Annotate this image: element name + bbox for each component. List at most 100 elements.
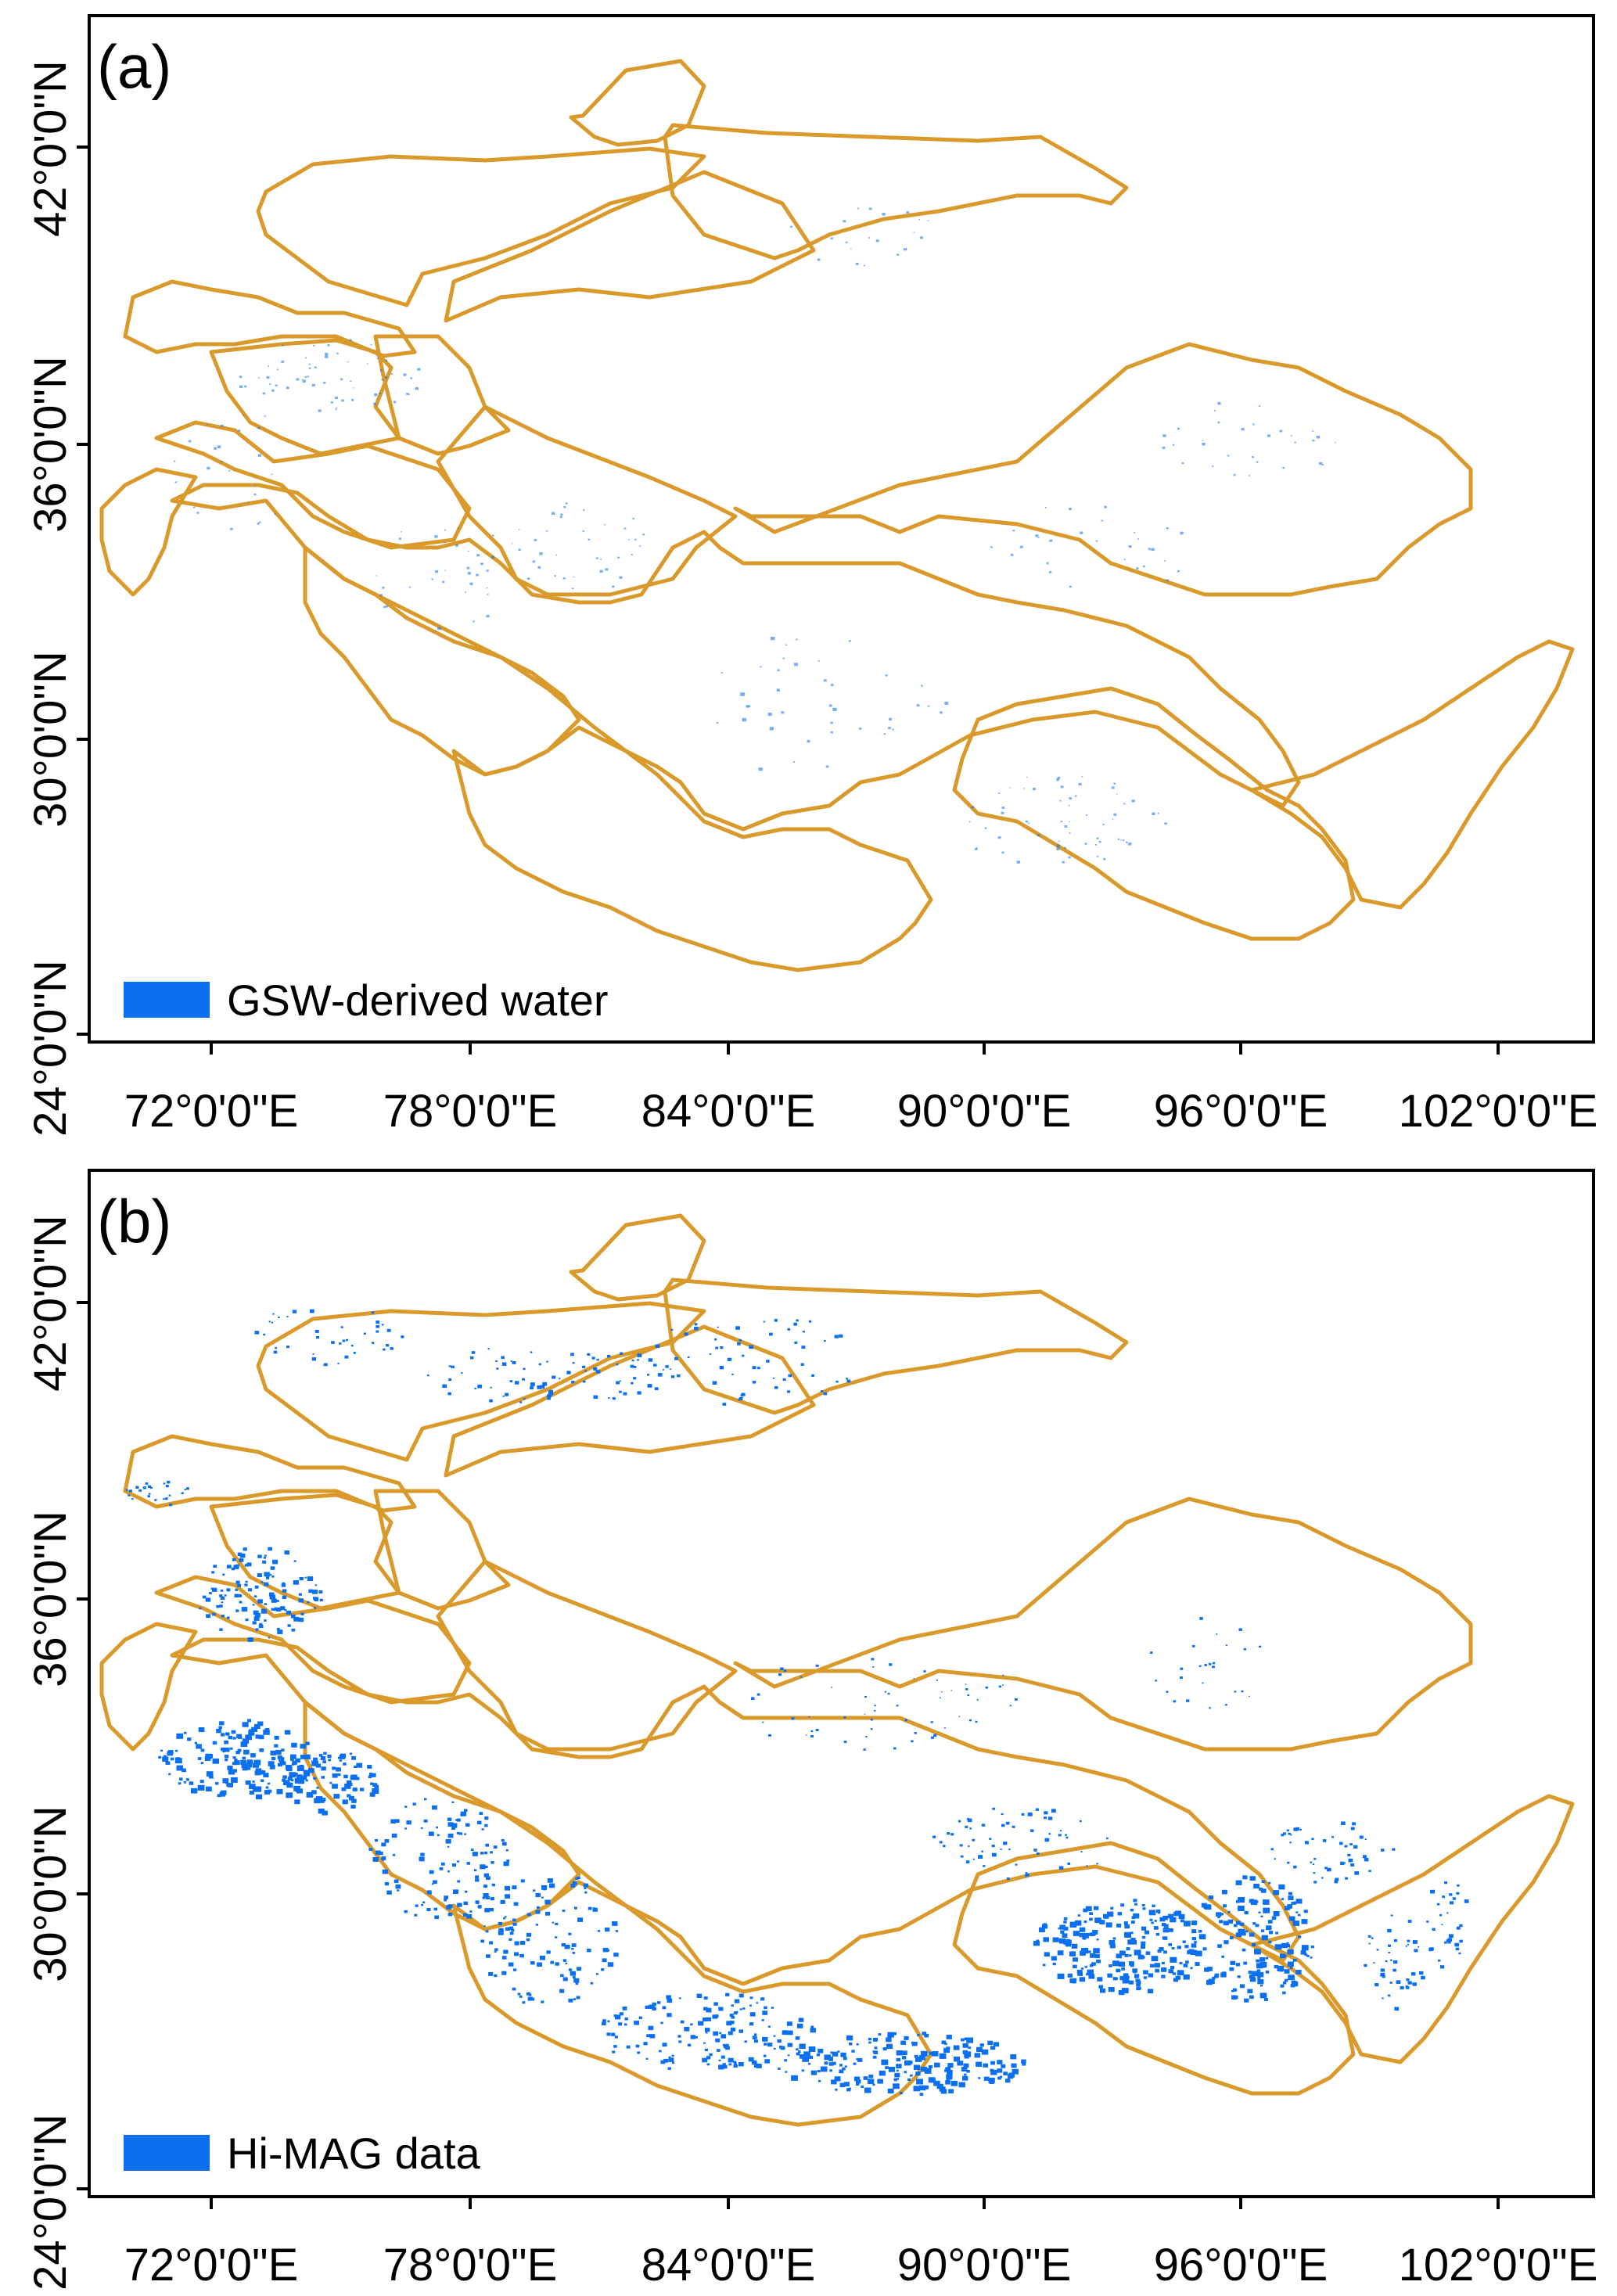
x-tick-label: 90°0'0"E — [897, 2240, 1072, 2291]
water-pixel — [1256, 1959, 1259, 1963]
water-pixel — [415, 387, 419, 390]
water-pixel — [643, 2042, 648, 2046]
water-pixel — [1033, 1941, 1040, 1946]
water-pixel — [923, 2085, 929, 2089]
water-pixel — [1454, 1942, 1460, 1947]
water-pixel — [480, 1864, 486, 1870]
water-pixel — [1313, 1858, 1317, 1860]
water-pixel — [787, 2030, 793, 2035]
water-pixel — [1112, 1937, 1116, 1940]
water-pixel — [311, 1590, 318, 1594]
water-pixel — [441, 1862, 445, 1866]
water-pixel — [335, 397, 338, 400]
water-pixel — [461, 1372, 463, 1374]
water-pixel — [1025, 1873, 1029, 1877]
water-pixel — [1235, 1880, 1242, 1885]
water-pixel — [351, 399, 354, 401]
water-pixel — [1259, 1961, 1267, 1968]
water-pixel — [1284, 1978, 1288, 1982]
water-pixel — [864, 1696, 867, 1698]
water-pixel — [251, 1726, 257, 1732]
water-pixel — [824, 1340, 826, 1342]
water-pixel — [958, 1716, 961, 1717]
water-pixel — [247, 1763, 253, 1768]
water-pixel — [846, 2035, 853, 2041]
water-pixel — [1183, 1964, 1188, 1967]
water-pixel — [758, 767, 763, 771]
water-pixel — [943, 2047, 950, 2053]
water-pixel — [989, 2080, 994, 2084]
water-pixel — [374, 393, 378, 397]
water-pixel — [872, 2083, 875, 2086]
water-pixel — [1021, 1813, 1025, 1816]
water-pixel — [1368, 1942, 1371, 1945]
water-pixel — [1025, 1872, 1028, 1874]
water-pixel — [427, 1374, 429, 1377]
water-pixel — [799, 2043, 806, 2050]
water-pixel — [282, 344, 284, 347]
water-pixel — [1124, 1931, 1131, 1938]
water-pixel — [1418, 1971, 1424, 1975]
water-pixel — [634, 2021, 639, 2025]
water-pixel — [808, 2046, 816, 2052]
water-pixel — [1128, 843, 1132, 846]
water-pixel — [252, 1621, 257, 1625]
water-pixel — [1001, 807, 1004, 809]
water-pixel — [1082, 1932, 1090, 1938]
water-pixel — [910, 2074, 913, 2077]
water-pixel — [760, 1997, 765, 2001]
water-pixel — [1442, 1895, 1445, 1899]
water-pixel — [678, 1997, 681, 2000]
water-pixel — [506, 1859, 510, 1863]
water-pixel — [291, 1742, 297, 1748]
water-pixel — [1444, 1881, 1448, 1885]
water-pixel — [870, 1718, 873, 1721]
water-pixel — [944, 702, 949, 705]
water-pixel — [929, 2051, 934, 2056]
water-pixel — [1447, 1941, 1451, 1944]
water-pixel — [340, 378, 343, 381]
water-pixel — [1259, 1645, 1262, 1648]
water-pixel — [544, 1899, 551, 1905]
water-pixel — [1144, 1930, 1150, 1935]
water-pixel — [1185, 1960, 1189, 1964]
water-pixel — [1076, 1970, 1083, 1974]
water-pixel — [1016, 861, 1021, 864]
water-pixel — [1202, 1947, 1207, 1951]
water-pixel — [1173, 1700, 1177, 1703]
water-pixel — [731, 1373, 734, 1375]
water-pixel — [537, 566, 541, 569]
water-pixel — [1227, 455, 1230, 457]
water-pixel — [181, 1492, 184, 1495]
water-pixel — [293, 1772, 298, 1776]
water-pixel — [1292, 1921, 1299, 1926]
water-pixel — [344, 1784, 351, 1789]
water-pixel — [197, 1784, 205, 1791]
water-pixel — [583, 1883, 588, 1888]
water-pixel — [623, 1392, 627, 1396]
water-pixel — [225, 1782, 228, 1784]
water-pixel — [142, 1486, 146, 1489]
water-pixel — [807, 739, 810, 743]
water-pixel — [355, 1777, 360, 1780]
water-pixel — [763, 2054, 767, 2057]
water-pixel — [738, 2062, 744, 2067]
water-pixel — [855, 2079, 861, 2084]
water-pixel — [149, 1486, 153, 1489]
water-pixel — [932, 1835, 936, 1838]
water-pixel — [746, 705, 749, 708]
water-pixel — [1306, 1843, 1309, 1845]
water-pixel — [1095, 540, 1098, 542]
water-pixel — [359, 1788, 365, 1791]
water-pixel — [1141, 1904, 1145, 1906]
water-pixel — [231, 1730, 236, 1734]
water-pixel — [1112, 818, 1114, 821]
water-pixel — [1190, 1967, 1193, 1970]
water-pixel — [390, 1819, 397, 1824]
water-pixel — [981, 1824, 986, 1827]
water-pixel — [868, 2074, 874, 2079]
water-pixel — [1269, 1931, 1274, 1935]
water-pixel — [520, 1879, 525, 1883]
water-pixel — [608, 1397, 610, 1400]
water-pixel — [368, 1775, 372, 1779]
